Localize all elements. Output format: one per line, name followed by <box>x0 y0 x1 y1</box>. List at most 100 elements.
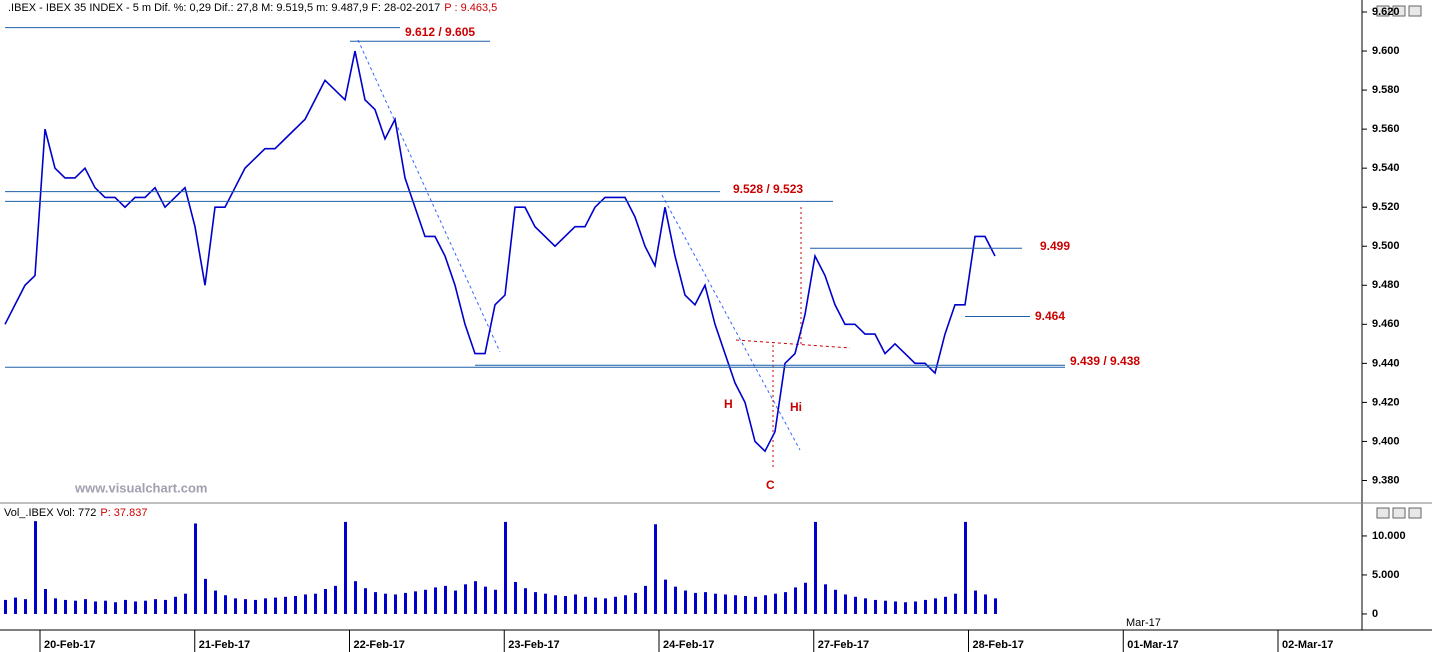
volume-bar <box>984 594 987 614</box>
volume-bar <box>864 598 867 614</box>
volume-bar <box>494 589 497 614</box>
x-tick-label: 02-Mar-17 <box>1282 639 1333 651</box>
y-tick-label: 9.560 <box>1372 123 1400 135</box>
chart-title: .IBEX - IBEX 35 INDEX - 5 m Dif. %: 0,29… <box>8 2 497 14</box>
x-tick-label: 24-Feb-17 <box>663 639 714 651</box>
pattern-label: H <box>724 397 733 411</box>
x-tick-label: 01-Mar-17 <box>1127 639 1178 651</box>
volume-bar <box>724 594 727 614</box>
volume-bar <box>824 584 827 614</box>
volume-bar <box>234 598 237 614</box>
x-tick-label: 20-Feb-17 <box>44 639 95 651</box>
volume-bar <box>424 589 427 614</box>
title-text: .IBEX - IBEX 35 INDEX - 5 m Dif. %: 0,29… <box>8 2 440 14</box>
volume-bar <box>24 599 27 614</box>
volume-bar <box>974 590 977 614</box>
volume-bar <box>674 586 677 614</box>
volume-bar <box>354 581 357 614</box>
volume-bar <box>854 596 857 614</box>
y-tick-label: 9.420 <box>1372 396 1400 408</box>
button[interactable] <box>1376 507 1390 519</box>
volume-bar <box>484 586 487 614</box>
volume-bar <box>904 602 907 614</box>
y-tick-label: 10.000 <box>1372 530 1406 542</box>
trend-line <box>661 194 801 451</box>
x-tick-label: 27-Feb-17 <box>818 639 869 651</box>
volume-bar <box>174 596 177 614</box>
volume-bar <box>554 595 557 614</box>
volume-bar <box>804 582 807 614</box>
volume-bar <box>384 593 387 614</box>
y-tick-label: 9.400 <box>1372 435 1400 447</box>
volume-bar <box>544 593 547 614</box>
volume-bar <box>64 599 67 614</box>
volume-bar <box>244 599 247 614</box>
volume-bar <box>624 595 627 614</box>
pattern-label: C <box>766 478 775 492</box>
volume-bar <box>594 597 597 614</box>
volume-bar <box>104 600 107 614</box>
volume-bar <box>874 599 877 614</box>
x-tick-label: 21-Feb-17 <box>199 639 250 651</box>
y-tick-label: 9.520 <box>1372 201 1400 213</box>
volume-bar <box>654 524 657 614</box>
volume-bar <box>274 597 277 614</box>
volume-title: Vol_.IBEX Vol: 772 P: 37.837 <box>4 507 147 519</box>
volume-bar <box>294 596 297 614</box>
volume-bar <box>404 592 407 614</box>
level-label: 9.464 <box>1035 309 1065 323</box>
volume-bar <box>74 600 77 614</box>
volume-bar <box>164 599 167 614</box>
volume-bar <box>924 599 927 614</box>
level-label: 9.612 / 9.605 <box>405 25 475 39</box>
volume-bar <box>454 590 457 614</box>
volume-bar <box>124 599 127 614</box>
volume-bar <box>574 594 577 614</box>
volume-bar <box>694 592 697 614</box>
price-line <box>4 50 996 453</box>
button[interactable] <box>1392 507 1406 519</box>
y-tick-label: 9.380 <box>1372 474 1400 486</box>
volume-bar <box>714 593 717 614</box>
volume-bar <box>194 523 197 614</box>
volume-bar <box>564 596 567 614</box>
y-tick-label: 5.000 <box>1372 569 1400 581</box>
header-bar <box>0 0 1362 16</box>
volume-bar <box>134 601 137 614</box>
volume-bar <box>84 599 87 614</box>
button[interactable] <box>1408 507 1422 519</box>
window-buttons[interactable] <box>1376 5 1422 519</box>
level-label: 9.528 / 9.523 <box>733 182 803 196</box>
volume-bar <box>324 588 327 614</box>
y-tick-label: 9.580 <box>1372 84 1400 96</box>
volume-bar <box>744 596 747 614</box>
volume-bar <box>954 593 957 614</box>
button[interactable] <box>1408 5 1422 17</box>
volume-bar <box>444 585 447 614</box>
volume-bar <box>914 601 917 614</box>
volume-bar <box>364 588 367 614</box>
volume-bar <box>504 521 507 614</box>
button[interactable] <box>1376 5 1390 17</box>
volume-bar <box>374 592 377 614</box>
volume-bar <box>184 593 187 614</box>
volume-bar <box>44 588 47 614</box>
button[interactable] <box>1392 5 1406 17</box>
volume-bar <box>34 521 37 614</box>
level-label: 9.439 / 9.438 <box>1070 354 1140 368</box>
volume-bar <box>304 594 307 614</box>
volume-bar <box>144 600 147 614</box>
volume-bar <box>464 584 467 614</box>
volume-bar <box>264 598 267 614</box>
x-tick-label: 28-Feb-17 <box>973 639 1024 651</box>
volume-bar <box>664 579 667 614</box>
title-price: P : 9.463,5 <box>444 2 497 14</box>
y-tick-label: 9.500 <box>1372 240 1400 252</box>
volume-bar <box>54 598 57 614</box>
volume-bar <box>604 598 607 614</box>
volume-bar <box>734 595 737 614</box>
volume-bar <box>584 596 587 614</box>
volume-bar <box>254 599 257 614</box>
volume-bar <box>154 599 157 614</box>
volume-bar <box>884 600 887 614</box>
